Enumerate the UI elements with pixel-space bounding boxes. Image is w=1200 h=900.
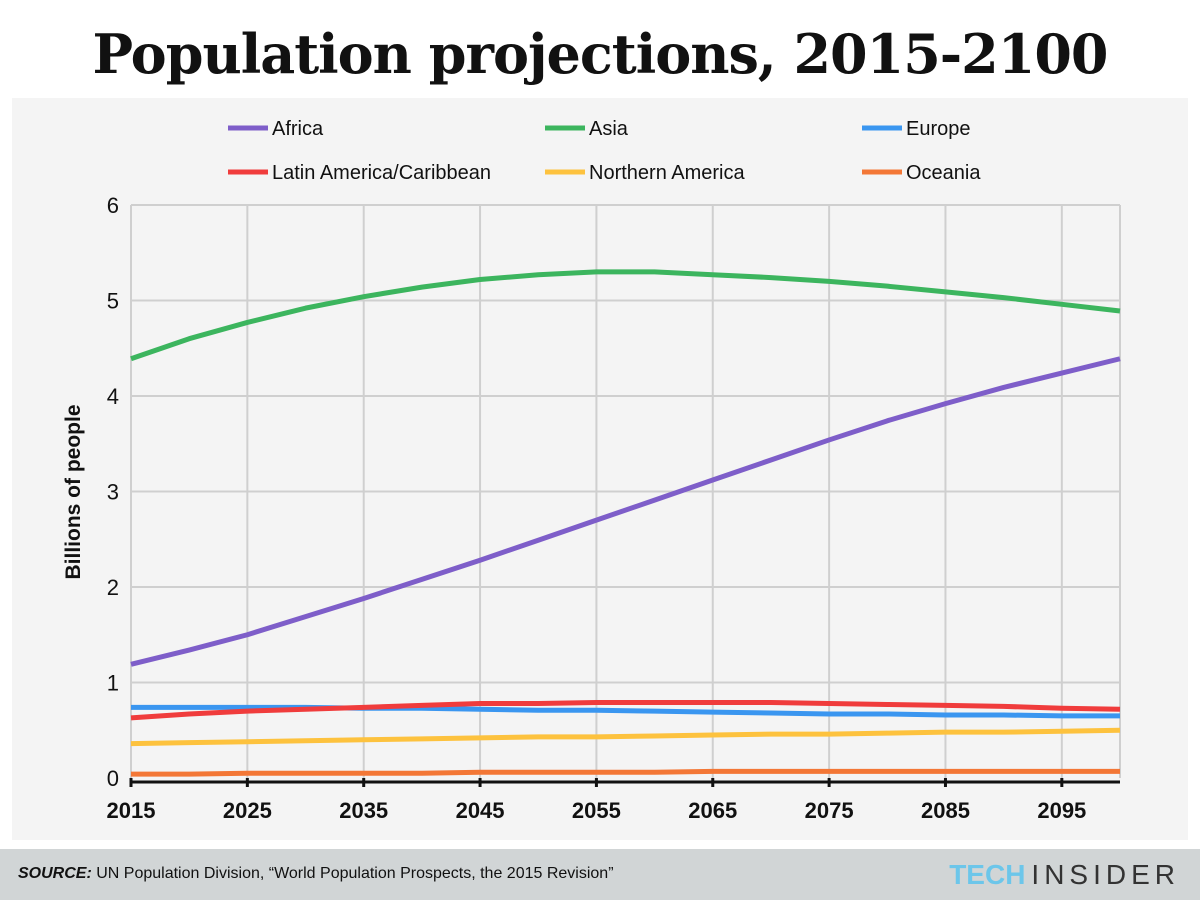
tech-insider-logo: TECH INSIDER bbox=[949, 859, 1180, 891]
legend-label: Northern America bbox=[589, 162, 745, 184]
legend-label: Latin America/Caribbean bbox=[272, 162, 491, 184]
y-tick-label: 6 bbox=[107, 193, 119, 218]
x-tick-label: 2035 bbox=[339, 798, 388, 823]
chart-title: Population projections, 2015-2100 bbox=[92, 22, 1109, 86]
x-tick-label: 2085 bbox=[921, 798, 970, 823]
y-tick-label: 1 bbox=[107, 671, 119, 696]
series-line-oceania bbox=[131, 768, 1120, 777]
legend-label: Africa bbox=[272, 118, 324, 140]
y-tick-label: 3 bbox=[107, 480, 119, 505]
legend-label: Europe bbox=[906, 118, 971, 140]
y-tick-label: 4 bbox=[107, 384, 119, 409]
x-tick-label: 2015 bbox=[107, 798, 156, 823]
x-tick-label: 2075 bbox=[805, 798, 854, 823]
x-tick-label: 2055 bbox=[572, 798, 621, 823]
logo-tech: TECH bbox=[949, 859, 1026, 890]
series-line-northern-america bbox=[130, 727, 1121, 747]
x-tick-label: 2065 bbox=[688, 798, 737, 823]
x-tick-label: 2025 bbox=[223, 798, 272, 823]
footer: SOURCE: UN Population Division, “World P… bbox=[0, 849, 1200, 900]
y-axis-label: Billions of people bbox=[62, 404, 85, 579]
x-tick-label: 2095 bbox=[1037, 798, 1086, 823]
series-line-latin-america-caribbean bbox=[130, 700, 1121, 721]
y-tick-label: 2 bbox=[107, 575, 119, 600]
source-text: UN Population Division, “World Populatio… bbox=[91, 865, 614, 882]
source-label: SOURCE: bbox=[18, 865, 92, 882]
legend-label: Oceania bbox=[906, 162, 981, 184]
x-tick-label: 2045 bbox=[456, 798, 505, 823]
logo-insider: INSIDER bbox=[1031, 859, 1180, 890]
series-line-asia bbox=[130, 269, 1121, 362]
y-tick-label: 0 bbox=[107, 766, 119, 791]
y-tick-label: 5 bbox=[107, 289, 119, 314]
source-note: SOURCE: UN Population Division, “World P… bbox=[18, 865, 614, 883]
series-line-africa bbox=[130, 356, 1121, 667]
legend-label: Asia bbox=[589, 118, 629, 140]
